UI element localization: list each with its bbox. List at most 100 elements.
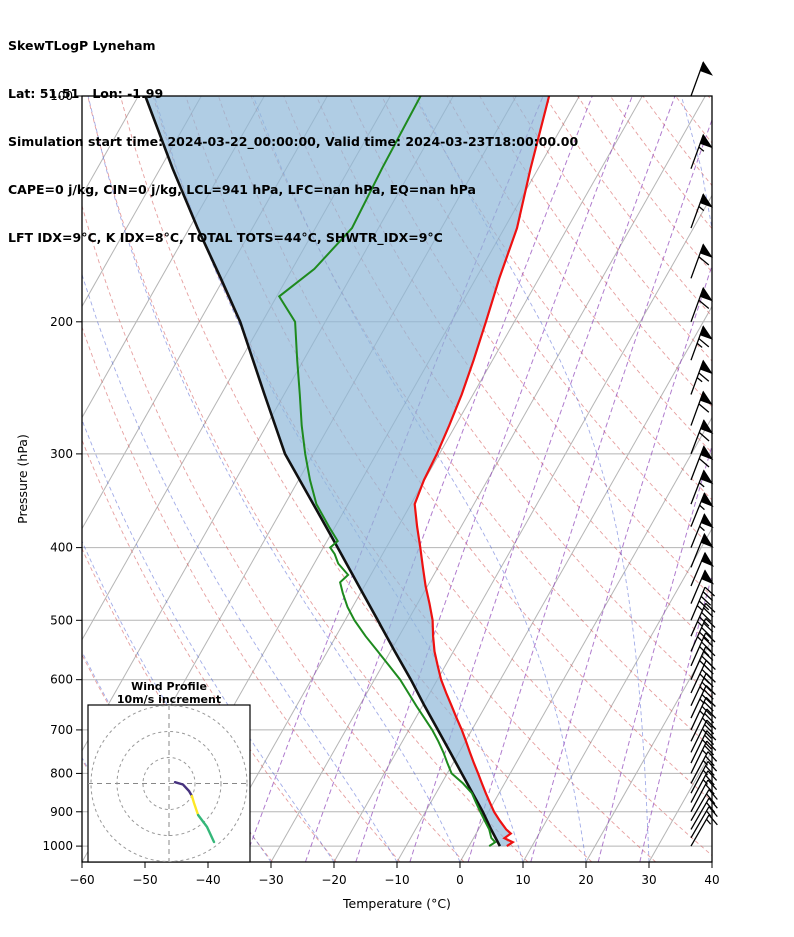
wind-barb (690, 586, 716, 621)
wind-barb (690, 286, 713, 323)
parcel-profile-line (144, 96, 502, 847)
mixing-ratio-line (467, 118, 712, 862)
x-tick-label: −40 (195, 873, 220, 887)
x-tick-label: 10 (515, 873, 530, 887)
wind-barb (690, 760, 718, 794)
chart-header: SkewTLogP Lyneham Lat: 51.51 Lon: -1.99 … (8, 6, 578, 278)
isotherm-line (711, 860, 712, 862)
wind-barb (690, 419, 714, 455)
x-tick-label: 40 (704, 873, 719, 887)
wind-barb (690, 632, 716, 667)
x-tick-labels: −60 −50 −40 −30 −20 −10 0 10 20 30 40 (69, 862, 720, 887)
isotherm-line (270, 96, 706, 862)
hodograph-ring (116, 731, 222, 836)
isotherm-line (82, 96, 265, 419)
wind-barb (690, 617, 716, 652)
wind-barb (690, 325, 713, 361)
sounding-profiles (144, 96, 551, 848)
hodograph-trace-segment (173, 781, 194, 798)
y-tick-label: 800 (50, 766, 73, 780)
wind-barb (690, 61, 713, 97)
wind-barb (690, 696, 716, 731)
wind-barb (690, 359, 713, 395)
chart-times: Simulation start time: 2024-03-22_00:00:… (8, 134, 579, 149)
wind-barb (690, 193, 713, 229)
wind-barb (690, 730, 717, 764)
mixing-ratio-line (304, 96, 593, 862)
dry-adiabat-line (82, 325, 401, 862)
x-axis-label: Temperature (°C) (342, 896, 451, 911)
plot-area: −60 −50 −40 −30 −20 −10 0 10 20 30 40 100 200 300 400 5… (42, 61, 720, 887)
hodograph-title: Wind Profile (131, 680, 207, 693)
isotherm-line (333, 194, 712, 862)
chart-indices-2: LFT IDX=9°C, K IDX=8°C, TOTAL TOTS=44°C,… (8, 230, 443, 245)
hodograph-ring (90, 705, 248, 862)
moist-adiabat-line (82, 418, 335, 862)
x-tick-label: 30 (641, 873, 656, 887)
wind-barb (690, 492, 714, 527)
y-tick-label: 900 (50, 805, 73, 819)
mixing-ratio-line (597, 444, 712, 862)
x-tick-label: −20 (321, 873, 346, 887)
isotherm-line (459, 416, 712, 862)
dry-adiabat-line (82, 204, 465, 862)
wind-barb (690, 569, 715, 604)
wind-barb (690, 751, 718, 784)
wind-barb (690, 797, 718, 830)
isotherm-line (396, 305, 712, 862)
y-tick-label: 700 (50, 723, 73, 737)
wind-barb (690, 445, 714, 481)
x-tick-label: 20 (578, 873, 593, 887)
wind-barb (690, 740, 717, 774)
x-tick-label: −50 (132, 873, 157, 887)
chart-indices-1: CAPE=0 j/kg, CIN=0 j/kg, LCL=941 hPa, LF… (8, 182, 476, 197)
temperature-line (413, 96, 551, 848)
wind-barb (690, 551, 715, 587)
wind-barb (690, 602, 716, 637)
dewpoint-line (277, 96, 497, 847)
moist-adiabat-line (82, 272, 398, 862)
x-tick-label: −30 (258, 873, 283, 887)
moist-adiabat-line (415, 96, 650, 862)
mixing-ratio-line (409, 96, 676, 862)
y-axis-label: Pressure (hPa) (15, 434, 30, 524)
chart-location: Lat: 51.51 Lon: -1.99 (8, 86, 164, 101)
hodograph-subtitle: 10m/s increment (117, 693, 221, 706)
wind-barb (690, 243, 713, 279)
dry-adiabat-line (642, 96, 712, 187)
wind-barb (690, 532, 714, 568)
cape-shading (145, 96, 550, 847)
wind-barb (690, 390, 713, 426)
y-tick-label: 300 (50, 447, 73, 461)
hodograph-inset (87, 704, 251, 863)
hodograph-trace-segment (196, 813, 216, 844)
y-tick-label: 400 (50, 541, 73, 555)
dry-adiabat-line (544, 96, 712, 317)
mixing-ratio-line (530, 264, 712, 862)
mixing-ratio-line (639, 573, 712, 862)
wind-barb (690, 469, 714, 505)
shaded-region (145, 96, 550, 847)
x-tick-label: −10 (384, 873, 409, 887)
moist-adiabat-line (87, 96, 461, 862)
dry-adiabat-line (577, 96, 712, 273)
wind-barb (690, 779, 718, 813)
dry-adiabat-line (707, 96, 712, 102)
wind-barb (690, 789, 718, 822)
y-tick-label: 200 (50, 315, 73, 329)
isotherm-line (585, 638, 712, 862)
wind-barbs (690, 61, 718, 847)
isotherm-line (522, 527, 712, 862)
dry-adiabat-line (87, 96, 529, 862)
wind-barb (690, 719, 717, 753)
isotherm-line (648, 749, 712, 862)
isotherm-line (82, 96, 202, 308)
wind-barb (690, 806, 718, 839)
y-tick-label: 100 (50, 89, 73, 103)
wind-barb (690, 133, 713, 169)
wind-barb (690, 513, 714, 548)
y-tick-label: 600 (50, 673, 73, 687)
dry-adiabat-line (250, 96, 712, 749)
hodograph-trace-segment (190, 794, 200, 817)
